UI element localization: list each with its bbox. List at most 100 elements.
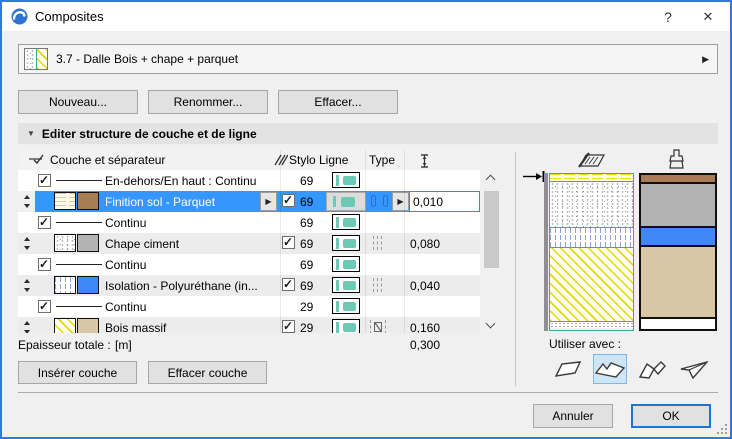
table-row-layer[interactable]: Bois massif 29 0,160 xyxy=(18,317,480,333)
window-title: Composites xyxy=(35,9,104,24)
footer-divider xyxy=(18,392,718,393)
column-header-pen[interactable]: Stylo Ligne xyxy=(289,153,349,167)
pen-number[interactable]: 29 xyxy=(300,300,314,314)
check-column-icon xyxy=(29,154,44,165)
pen-number[interactable]: 69 xyxy=(300,216,314,230)
pen-checkbox[interactable] xyxy=(282,193,295,207)
thickness-value[interactable]: 0,080 xyxy=(410,237,441,251)
row-reorder-spinner[interactable] xyxy=(22,195,32,208)
separator-name: Continu xyxy=(105,300,147,314)
use-with-label: Utiliser avec : xyxy=(549,337,622,351)
pen-checkbox[interactable] xyxy=(282,277,295,291)
visibility-checkbox[interactable] xyxy=(38,257,51,271)
table-row-layer[interactable]: Isolation - Polyuréthane (in... 69 0,040 xyxy=(18,275,480,296)
preview-surface-column[interactable] xyxy=(639,173,717,331)
preview-surface-bottom xyxy=(641,317,715,323)
table-row-layer-selected[interactable]: Finition sol - Parquet ▶ 69 ▶ 0,010 xyxy=(18,191,480,212)
line-pen-swatch[interactable] xyxy=(332,256,360,272)
separator-name: En-dehors/En haut : Continu xyxy=(105,174,257,188)
surface-swatch[interactable] xyxy=(77,276,99,294)
table-row-separator[interactable]: Continu 69 xyxy=(18,212,480,233)
thickness-value[interactable]: 0,160 xyxy=(410,321,441,333)
table-row-separator[interactable]: Continu 69 xyxy=(18,254,480,275)
table-row-separator[interactable]: Continu 29 xyxy=(18,296,480,317)
preview-layer-isolation-fill xyxy=(550,227,633,247)
thickness-value: 0,010 xyxy=(413,194,444,209)
pen-number[interactable]: 69 xyxy=(300,174,314,188)
pen-number[interactable]: 69 xyxy=(300,279,314,293)
thumbnail-hatch xyxy=(35,49,47,69)
table-row-layer[interactable]: Chape ciment 69 0,080 xyxy=(18,233,480,254)
visibility-checkbox[interactable] xyxy=(38,215,51,229)
pen-number[interactable]: 29 xyxy=(300,321,314,333)
new-button[interactable]: Nouveau... xyxy=(18,90,138,114)
help-button[interactable]: ? xyxy=(664,8,672,25)
preview-layer-bois-fill xyxy=(550,247,633,321)
pen-number[interactable]: 69 xyxy=(300,237,314,251)
thickness-input[interactable]: 0,010 xyxy=(409,191,480,212)
row-reorder-spinner[interactable] xyxy=(22,279,32,292)
type-popup-button[interactable]: ▶ xyxy=(392,192,409,211)
title-bar[interactable]: Composites ? ✕ xyxy=(2,2,730,31)
separator-name: Continu xyxy=(105,216,147,230)
close-icon[interactable]: ✕ xyxy=(702,8,714,24)
cancel-button[interactable]: Annuler xyxy=(533,404,613,428)
total-thickness-label: Epaisseur totale : xyxy=(18,338,111,352)
use-with-wall-button[interactable] xyxy=(551,354,585,384)
line-type-core-icons[interactable] xyxy=(371,195,388,207)
surface-swatch[interactable] xyxy=(77,318,99,333)
pen-checkbox[interactable] xyxy=(282,319,295,333)
separator-line-sample xyxy=(56,306,102,307)
row-reorder-spinner[interactable] xyxy=(22,237,32,250)
slab-icon xyxy=(595,361,625,378)
preview-layer-chape-fill xyxy=(550,181,633,227)
pen-checkbox[interactable] xyxy=(282,235,295,249)
line-pen-swatch[interactable] xyxy=(332,319,360,333)
pen-number[interactable]: 69 xyxy=(300,195,314,209)
cut-fill-swatch[interactable] xyxy=(54,276,76,294)
resize-grip[interactable] xyxy=(717,424,727,434)
rename-button[interactable]: Renommer... xyxy=(148,90,268,114)
line-pen-swatch[interactable] xyxy=(332,235,360,251)
line-pen-swatch[interactable] xyxy=(332,214,360,230)
preview-layer-parquet-fill xyxy=(550,174,633,181)
use-with-toggles xyxy=(551,354,711,384)
line-pen-swatch[interactable] xyxy=(332,172,360,188)
use-with-shell-button[interactable] xyxy=(677,354,711,384)
delete-button[interactable]: Effacer... xyxy=(278,90,398,114)
collapse-triangle-icon: ▼ xyxy=(27,129,35,138)
insert-layer-button[interactable]: Insérer couche xyxy=(18,361,137,384)
cut-fill-swatch[interactable] xyxy=(54,318,76,333)
line-pen-swatch[interactable] xyxy=(332,277,360,293)
composite-selector[interactable]: 3.7 - Dalle Bois + chape + parquet ▶ xyxy=(18,44,718,74)
preview-cut-fill-column[interactable] xyxy=(549,173,634,331)
table-row-separator[interactable]: En-dehors/En haut : Continu 69 xyxy=(18,170,480,191)
cut-fill-swatch[interactable] xyxy=(54,192,76,210)
use-with-roof-button[interactable] xyxy=(635,354,669,384)
preview-edge-bar xyxy=(544,173,548,331)
row-reorder-spinner[interactable] xyxy=(22,321,32,333)
visibility-checkbox[interactable] xyxy=(38,173,51,187)
column-header-type[interactable]: Type xyxy=(369,153,396,167)
pen-number[interactable]: 69 xyxy=(300,258,314,272)
surface-swatch[interactable] xyxy=(77,192,99,210)
cut-fill-column-icon xyxy=(578,152,605,168)
thickness-value[interactable]: 0,040 xyxy=(410,279,441,293)
edit-structure-section-header[interactable]: ▼ Editer structure de couche et de ligne xyxy=(18,123,718,144)
layer-name: Chape ciment xyxy=(105,237,180,251)
scrollbar-thumb[interactable] xyxy=(484,191,499,268)
line-pen-swatch-button[interactable] xyxy=(326,192,366,211)
scroll-up-icon[interactable] xyxy=(485,174,496,185)
surface-swatch[interactable] xyxy=(77,234,99,252)
material-popup-button[interactable]: ▶ xyxy=(260,192,277,211)
delete-layer-button[interactable]: Effacer couche xyxy=(148,361,267,384)
use-with-slab-button[interactable] xyxy=(593,354,627,384)
ok-button[interactable]: OK xyxy=(631,404,711,428)
line-pen-swatch[interactable] xyxy=(332,298,360,314)
scroll-down-icon[interactable] xyxy=(485,318,496,329)
column-header-name[interactable]: Couche et séparateur xyxy=(50,153,166,167)
cut-fill-swatch[interactable] xyxy=(54,234,76,252)
visibility-checkbox[interactable] xyxy=(38,299,51,313)
table-scrollbar[interactable] xyxy=(483,170,500,333)
roof-icon xyxy=(638,360,666,379)
